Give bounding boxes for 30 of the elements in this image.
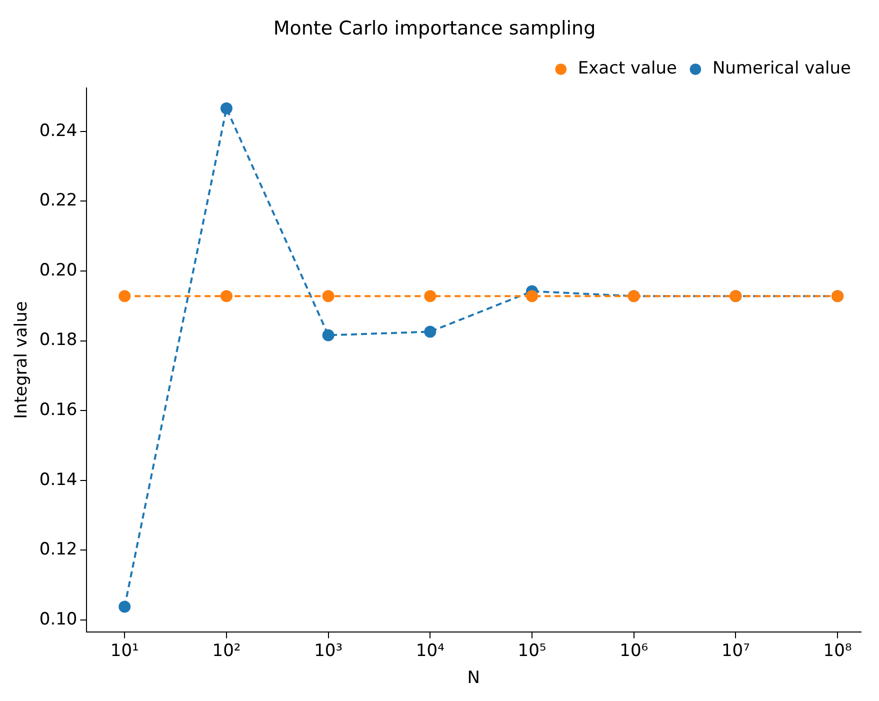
point — [220, 102, 232, 114]
point — [220, 290, 232, 302]
point — [118, 600, 131, 613]
point — [424, 290, 436, 302]
y-tick-label: 0.20 — [39, 260, 78, 280]
x-tick-label: 10⁶ — [620, 640, 648, 661]
x-tick-label: 10⁸ — [823, 640, 852, 661]
y-tick-label: 0.22 — [39, 190, 78, 211]
legend-label: Exact value — [578, 58, 677, 79]
x-tick-label: 10⁷ — [721, 640, 750, 661]
x-tick-label: 10⁴ — [416, 640, 445, 661]
point — [424, 326, 436, 338]
x-tick-label: 10¹ — [110, 640, 139, 661]
y-tick-label: 0.10 — [39, 609, 78, 630]
y-tick-label: 0.14 — [39, 470, 78, 490]
chart-title: Monte Carlo importance sampling — [273, 17, 596, 40]
x-tick-label: 10² — [212, 640, 241, 661]
point — [118, 290, 131, 302]
x-tick-label: 10³ — [314, 640, 343, 661]
y-tick-label: 0.18 — [39, 330, 78, 350]
point — [322, 329, 334, 342]
point — [322, 290, 334, 302]
x-tick-label: 10⁵ — [518, 640, 546, 661]
y-tick-label: 0.12 — [39, 540, 78, 560]
y-axis-title: Integral value — [12, 301, 32, 419]
y-tick-label: 0.24 — [39, 120, 78, 141]
point — [526, 290, 538, 302]
legend-label: Numerical value — [712, 58, 852, 79]
y-tick-label: 0.16 — [39, 400, 78, 420]
x-axis-title: N — [467, 668, 480, 688]
